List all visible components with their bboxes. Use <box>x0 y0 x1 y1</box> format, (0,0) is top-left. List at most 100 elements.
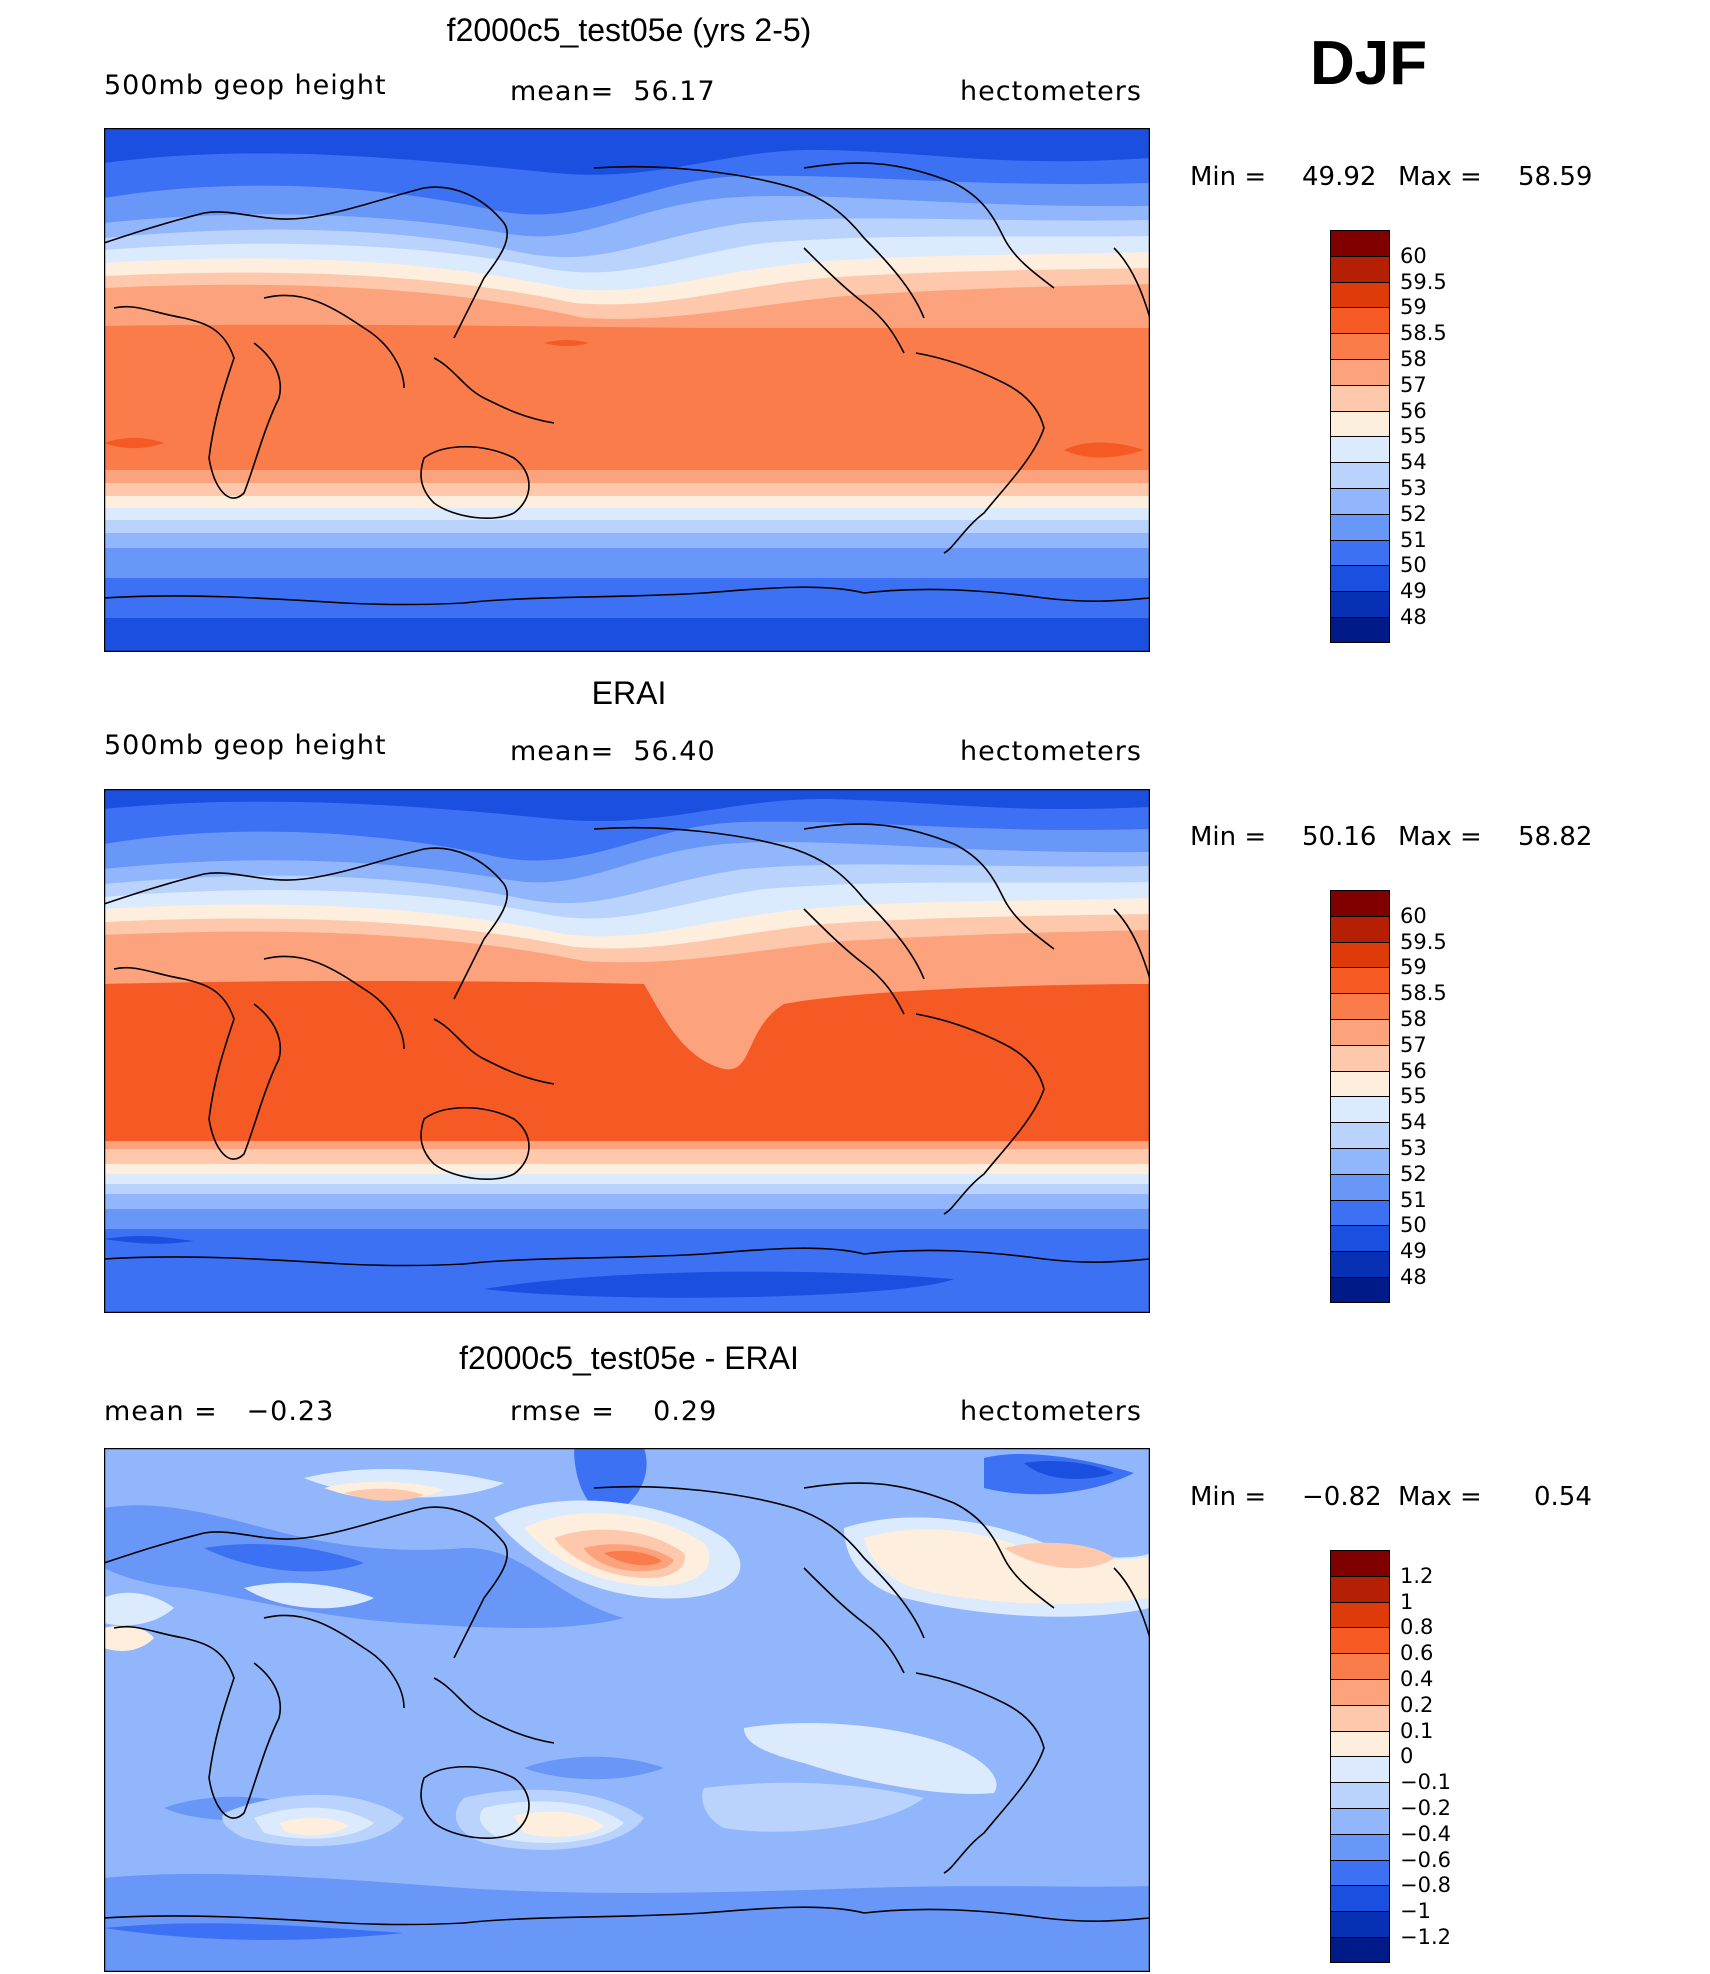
colorbar-label: 1.2 <box>1400 1563 1434 1588</box>
colorbar-swatch <box>1330 915 1390 942</box>
colorbar-swatch <box>1330 333 1390 359</box>
band-fill <box>104 1505 624 1628</box>
band-fill <box>104 1625 154 1651</box>
colorbar-label: −0.8 <box>1400 1873 1451 1898</box>
colorbar-swatch <box>1330 1251 1390 1277</box>
colorbar-label: 48 <box>1400 605 1427 629</box>
colorbar-swatch <box>1330 539 1390 566</box>
colorbar-label: −1 <box>1400 1899 1431 1924</box>
season-label: DJF <box>1310 29 1428 98</box>
colorbar-swatch <box>1330 1679 1390 1705</box>
colorbar-swatch <box>1330 462 1390 488</box>
panel-title-obs: ERAI <box>591 675 667 711</box>
colorbar-swatch <box>1330 1937 1390 1963</box>
colorbar-swatch <box>1330 1653 1390 1679</box>
band-fill <box>104 324 1150 470</box>
map-panel-model <box>104 128 1150 652</box>
panel-left-label-obs: 500mb geop height <box>104 730 387 761</box>
colorbar-swatch <box>1330 281 1390 308</box>
band-fill <box>104 1592 997 1794</box>
band-fill <box>104 1873 1150 1972</box>
colorbar-swatch <box>1330 1627 1390 1654</box>
map-panel-diff <box>104 1448 1150 1972</box>
colorbar-label: 53 <box>1400 476 1427 500</box>
colorbar-label: 50 <box>1400 553 1427 578</box>
colorbar-swatch <box>1330 1550 1390 1576</box>
colorbar-label: 49 <box>1400 579 1427 604</box>
colorbar-label: −0.2 <box>1400 1796 1451 1820</box>
colorbar-swatch <box>1330 941 1390 968</box>
colorbar-swatch <box>1330 1096 1390 1123</box>
colorbar-label: 0 <box>1400 1744 1414 1769</box>
colorbar-swatch <box>1330 617 1390 643</box>
band-fill <box>244 1468 504 1609</box>
colorbar-swatch <box>1330 1704 1390 1731</box>
colorbar-label: 0.2 <box>1400 1692 1434 1717</box>
colorbar-label: 1 <box>1400 1589 1414 1614</box>
colorbar-label: −1.2 <box>1400 1925 1451 1949</box>
colorbar-swatch <box>1330 1173 1390 1200</box>
colorbar-label: 57 <box>1400 372 1427 397</box>
colorbar-swatch <box>1330 1730 1390 1757</box>
map-panel-obs <box>104 789 1150 1313</box>
colorbar-swatch <box>1330 436 1390 463</box>
colorbar-swatch <box>1330 1070 1390 1097</box>
colorbar-label: −0.1 <box>1400 1770 1451 1795</box>
colorbar-swatch <box>1330 1019 1390 1045</box>
panel-mean-label-obs: mean= 56.40 <box>510 736 716 767</box>
colorbar-swatch <box>1330 410 1390 437</box>
colorbar-swatch <box>1330 307 1390 334</box>
colorbar-swatch <box>1330 890 1390 916</box>
panel-mean-label-model: mean= 56.17 <box>510 76 716 107</box>
colorbar-label: 60 <box>1400 243 1427 268</box>
panel-left-label-model: 500mb geop height <box>104 70 387 101</box>
colorbar-label: 52 <box>1400 501 1427 526</box>
colorbar-swatch <box>1330 1911 1390 1937</box>
colorbar-swatch <box>1330 384 1390 411</box>
panel-units-label-model: hectometers <box>960 76 1142 107</box>
colorbar-swatch <box>1330 1756 1390 1783</box>
colorbar-label: 60 <box>1400 903 1427 928</box>
max-value-diff: 0.54 <box>1534 1482 1592 1512</box>
band-fill <box>279 1811 604 1838</box>
max-value-obs: 58.82 <box>1518 822 1593 852</box>
coastlines <box>104 162 1150 606</box>
min-value-obs: 50.16 <box>1302 822 1377 852</box>
panel-mean-label-diff: mean = −0.23 <box>104 1396 335 1427</box>
colorbar-swatch <box>1330 967 1390 994</box>
colorbar-label: 58.5 <box>1400 981 1447 1006</box>
colorbar-swatch <box>1330 255 1390 282</box>
colorbar-swatch <box>1330 488 1390 514</box>
colorbar-swatch <box>1330 1199 1390 1226</box>
colorbar-label: 53 <box>1400 1136 1427 1160</box>
colorbar-label: 48 <box>1400 1265 1427 1289</box>
colorbar-swatch <box>1330 1225 1390 1252</box>
min-label-obs: Min = <box>1190 822 1267 852</box>
colorbar-label: 59.5 <box>1400 929 1447 954</box>
colorbar-label: 58 <box>1400 1007 1427 1031</box>
colorbar-label: 49 <box>1400 1239 1427 1264</box>
colorbar-swatch <box>1330 1575 1390 1602</box>
colorbar-label: 0.4 <box>1400 1667 1434 1691</box>
colorbar-swatch <box>1330 359 1390 385</box>
colorbar-label: 56 <box>1400 398 1427 423</box>
panel-units-label-obs: hectometers <box>960 736 1142 767</box>
max-label-diff: Max = <box>1398 1482 1482 1512</box>
band-fill <box>1024 1461 1114 1479</box>
band-fill <box>574 1448 1134 1518</box>
colorbar-label: 54 <box>1400 1110 1427 1135</box>
colorbar-swatch <box>1330 1808 1390 1834</box>
colorbar-label: 59.5 <box>1400 269 1447 294</box>
colorbar-swatch <box>1330 1833 1390 1860</box>
panel-rmse-label-diff: rmse = 0.29 <box>510 1396 718 1427</box>
colorbar-swatch <box>1330 1859 1390 1886</box>
colorbar-label: 59 <box>1400 295 1427 320</box>
colorbar-label: −0.6 <box>1400 1847 1451 1872</box>
panel-title-model: f2000c5_test05e (yrs 2-5) <box>446 12 812 48</box>
band-fill <box>864 1529 1150 1604</box>
colorbar-swatch <box>1330 1277 1390 1303</box>
colorbar-label: 58.5 <box>1400 321 1447 346</box>
band-fill <box>604 1550 662 1566</box>
colorbar-label: 56 <box>1400 1058 1427 1083</box>
coastlines <box>104 823 1150 1267</box>
